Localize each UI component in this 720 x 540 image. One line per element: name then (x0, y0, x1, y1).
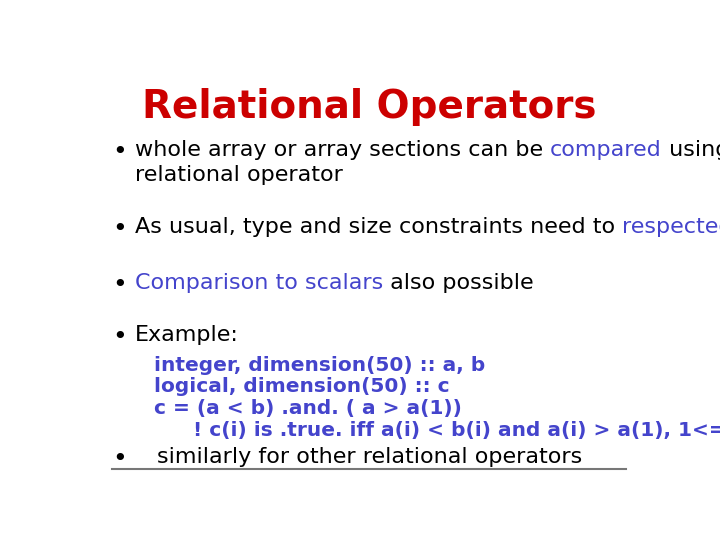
Text: similarly for other relational operators: similarly for other relational operators (157, 447, 582, 467)
Text: using: using (662, 140, 720, 160)
Text: •: • (112, 325, 127, 349)
Text: •: • (112, 217, 127, 240)
Text: •: • (112, 273, 127, 296)
Text: c = (a < b) .and. ( a > a(1)): c = (a < b) .and. ( a > a(1)) (154, 399, 462, 418)
Text: •: • (112, 447, 127, 470)
Text: whole array or array sections can be: whole array or array sections can be (135, 140, 550, 160)
Text: Example:: Example: (135, 325, 238, 345)
Text: ! c(i) is .true. iff a(i) < b(i) and a(i) > a(1), 1<=i <=50: ! c(i) is .true. iff a(i) < b(i) and a(i… (193, 421, 720, 440)
Text: Comparison to scalars: Comparison to scalars (135, 273, 383, 293)
Text: respected: respected (622, 217, 720, 237)
Text: integer, dimension(50) :: a, b: integer, dimension(50) :: a, b (154, 356, 485, 375)
Text: compared: compared (550, 140, 662, 160)
Text: relational operator: relational operator (135, 165, 343, 185)
Text: also possible: also possible (383, 273, 534, 293)
Text: As usual, type and size constraints need to: As usual, type and size constraints need… (135, 217, 622, 237)
Text: logical, dimension(50) :: c: logical, dimension(50) :: c (154, 377, 450, 396)
Text: Relational Operators: Relational Operators (142, 87, 596, 126)
Text: •: • (112, 140, 127, 164)
